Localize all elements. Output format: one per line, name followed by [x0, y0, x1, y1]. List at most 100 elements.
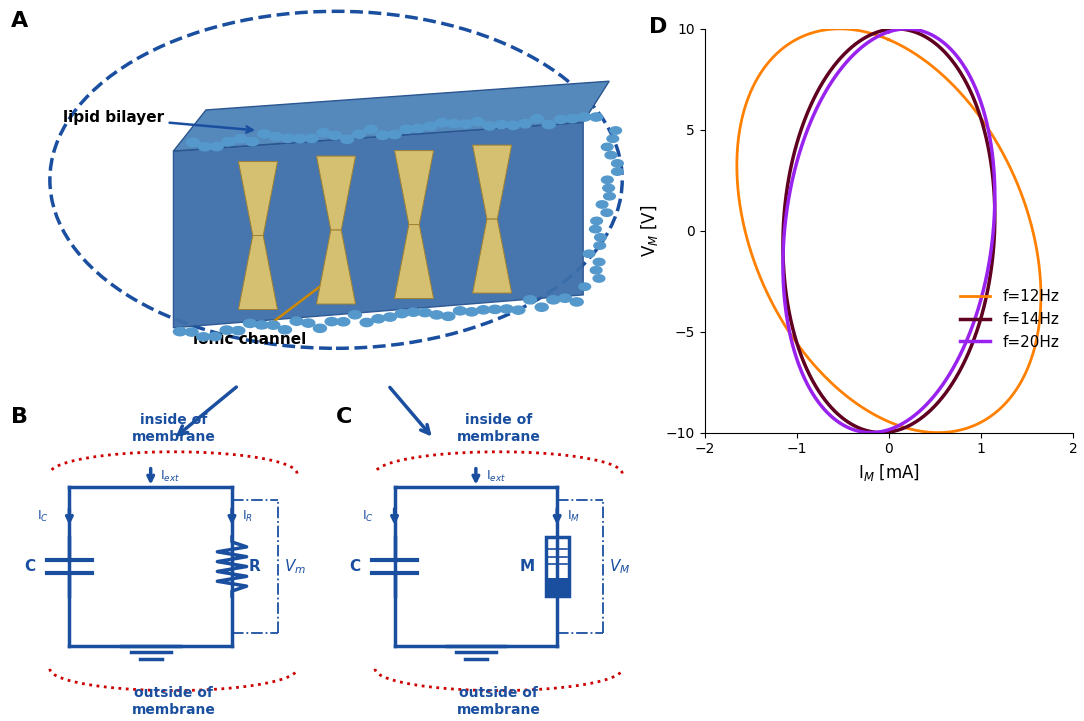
Circle shape: [232, 327, 245, 335]
Text: $V_M$: $V_M$: [609, 557, 631, 576]
Circle shape: [406, 308, 420, 317]
Legend: f=12Hz, f=14Hz, f=20Hz: f=12Hz, f=14Hz, f=20Hz: [954, 283, 1066, 355]
Text: I$_{ext}$: I$_{ext}$: [160, 469, 181, 485]
Circle shape: [220, 326, 233, 335]
f=14Hz: [882, 25, 895, 34]
f=20Hz: [864, 428, 877, 437]
Bar: [545, 537, 568, 596]
f=14Hz: [882, 25, 895, 34]
Text: M: M: [520, 559, 534, 574]
f=20Hz: [864, 37, 877, 45]
Circle shape: [246, 138, 259, 146]
f=14Hz: [875, 428, 888, 437]
Circle shape: [173, 327, 186, 336]
f=20Hz: [864, 37, 877, 45]
f=14Hz: [916, 31, 929, 40]
Circle shape: [305, 134, 318, 143]
Circle shape: [291, 317, 304, 325]
f=12Hz: [882, 35, 895, 44]
Circle shape: [593, 258, 605, 266]
Circle shape: [512, 306, 525, 314]
Circle shape: [293, 135, 306, 143]
Circle shape: [436, 119, 449, 127]
Circle shape: [210, 143, 223, 151]
Circle shape: [489, 305, 502, 314]
Circle shape: [566, 115, 579, 123]
f=12Hz: [895, 423, 908, 431]
Circle shape: [595, 234, 606, 241]
Text: B: B: [11, 407, 28, 427]
Text: inside of
membrane: inside of membrane: [456, 413, 541, 444]
Circle shape: [412, 124, 425, 133]
Circle shape: [198, 143, 211, 151]
Circle shape: [554, 115, 567, 123]
Circle shape: [337, 318, 350, 326]
Circle shape: [460, 120, 473, 128]
Circle shape: [578, 113, 591, 121]
Circle shape: [340, 136, 353, 143]
f=20Hz: [882, 27, 895, 36]
f=12Hz: [930, 66, 943, 74]
Text: I$_C$: I$_C$: [362, 509, 374, 524]
Circle shape: [494, 120, 507, 129]
Text: lipid bilayer: lipid bilayer: [63, 110, 253, 133]
f=20Hz: [916, 27, 929, 35]
Circle shape: [313, 324, 326, 332]
Circle shape: [396, 309, 409, 318]
Text: A: A: [11, 12, 28, 31]
Circle shape: [364, 125, 377, 133]
Circle shape: [388, 131, 401, 138]
Polygon shape: [395, 224, 434, 298]
Circle shape: [611, 168, 623, 175]
Circle shape: [530, 115, 543, 123]
Circle shape: [352, 131, 365, 138]
Text: C: C: [336, 407, 352, 427]
Circle shape: [185, 328, 198, 336]
Circle shape: [591, 267, 602, 274]
Circle shape: [222, 138, 235, 146]
Circle shape: [270, 133, 283, 141]
Circle shape: [197, 332, 210, 341]
Circle shape: [448, 120, 461, 128]
Circle shape: [258, 130, 271, 138]
Circle shape: [453, 306, 466, 315]
Text: D: D: [649, 17, 668, 37]
Text: R: R: [248, 559, 260, 574]
Circle shape: [558, 294, 571, 302]
f=14Hz: [864, 30, 877, 39]
Circle shape: [477, 306, 490, 314]
f=14Hz: [908, 418, 921, 427]
f=14Hz: [864, 31, 877, 40]
Circle shape: [325, 317, 338, 326]
Polygon shape: [173, 81, 609, 151]
Text: outside of
membrane: outside of membrane: [456, 686, 541, 717]
Circle shape: [282, 134, 295, 143]
Circle shape: [607, 135, 619, 143]
Polygon shape: [317, 156, 356, 230]
Circle shape: [360, 319, 373, 327]
Circle shape: [348, 311, 361, 319]
Circle shape: [605, 151, 617, 159]
Circle shape: [301, 319, 314, 327]
f=20Hz: [882, 27, 895, 36]
Circle shape: [602, 176, 614, 184]
Circle shape: [267, 321, 280, 329]
X-axis label: I$_M$ [mA]: I$_M$ [mA]: [857, 462, 920, 483]
Circle shape: [602, 143, 614, 151]
Circle shape: [583, 250, 595, 257]
Circle shape: [430, 311, 443, 319]
Circle shape: [424, 122, 437, 131]
Line: f=12Hz: f=12Hz: [737, 29, 1041, 433]
Circle shape: [579, 283, 591, 291]
Text: C: C: [349, 559, 360, 574]
Circle shape: [604, 193, 616, 200]
Text: I$_{ext}$: I$_{ext}$: [486, 469, 506, 485]
Circle shape: [611, 159, 623, 167]
Polygon shape: [238, 236, 278, 309]
Line: f=14Hz: f=14Hz: [783, 29, 995, 433]
Circle shape: [234, 135, 247, 143]
Polygon shape: [395, 151, 434, 224]
Text: I$_C$: I$_C$: [37, 509, 49, 524]
Circle shape: [372, 314, 385, 323]
Circle shape: [328, 131, 341, 140]
